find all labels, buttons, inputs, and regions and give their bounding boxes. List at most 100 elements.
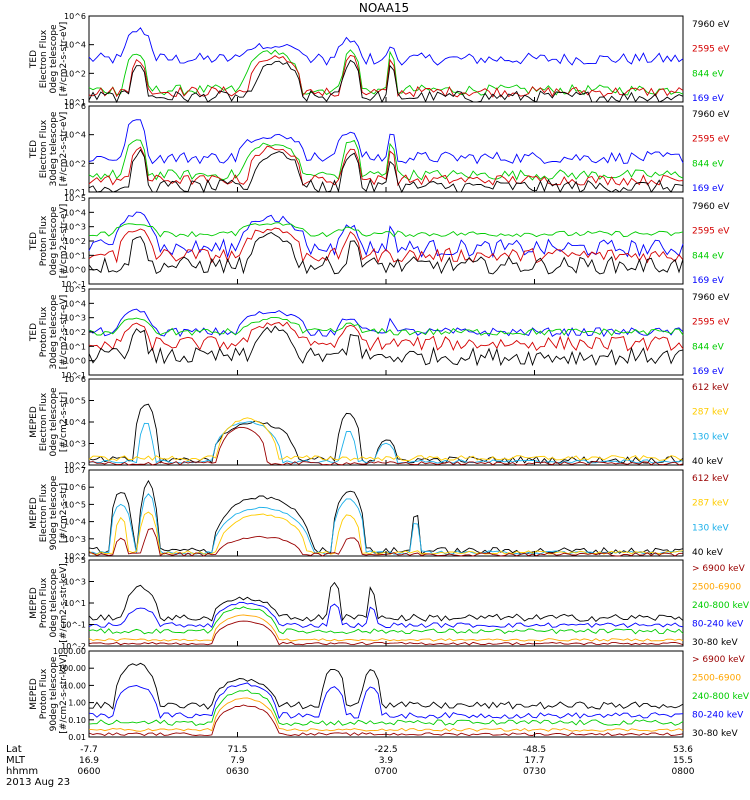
y-tick-label: 10.00 [63,681,86,690]
y-tick-label: 10^1 [64,98,86,107]
series-line-4 [88,148,684,194]
series-line-1 [88,662,684,710]
y-tick-label: 10^4 [64,299,86,308]
x-mlt-label: 17.7 [524,756,544,766]
y-axis-label: TED Proton Flux 30deg telescope [#/cm2-s-st… [29,294,69,369]
legend-entry: > 6900 keV [692,564,746,574]
x-lat-label: 71.5 [227,745,247,755]
legend-entry: 844 eV [692,159,725,169]
panel-frame [88,378,684,466]
x-mlt-label: 3.9 [379,756,394,766]
y-tick-label: 10^5 [64,285,86,294]
series-line-1 [88,403,684,465]
legend-entry: 40 keV [692,548,724,558]
series-line-3 [88,321,684,352]
y-axis-label: MEPED Electron Flux 90deg telescope [#/cm2-… [29,475,69,550]
y-tick-label: 10^5 [64,194,86,203]
y-axis-label: MEPED Proton Flux 0deg telescope [#/cm2-s-s… [29,563,69,642]
y-axis-label-line: 0deg telescope [49,568,59,638]
y-tick-label: 10^6 [64,12,86,21]
x-mlt-label: 16.9 [79,756,99,766]
series-line-3 [88,227,684,264]
legend-entry: 169 eV [692,367,725,377]
legend-entry: 7960 eV [692,202,730,212]
legend-entry: 30-80 keV [692,638,738,648]
legend-entry: 240-800 keV [692,692,750,702]
y-axis-label-line: Electron Flux [39,29,49,88]
legend-entry: 130 keV [692,432,729,442]
y-axis-label-line: [#/cm2-s-str-eV] [59,112,69,187]
y-tick-label: 0.01 [68,733,86,742]
y-tick-label: 10^1 [64,251,86,260]
y-axis-label-line: Proton Flux [39,215,49,266]
y-tick-label: 10^6 [64,102,86,111]
y-tick-label: 10^1 [64,599,86,608]
legend-entry: 2595 eV [692,45,730,55]
series-line-3 [88,54,684,98]
y-tick-label: 10^0 [64,357,86,366]
y-tick-label: 10^2 [64,159,86,168]
y-tick-label: 10^3 [64,314,86,323]
series-line-2 [88,421,684,464]
series-line-1 [88,211,684,259]
y-tick-label: 10^4 [64,418,86,427]
y-tick-label: 10^4 [64,41,86,50]
series-line-3 [88,606,684,635]
legend-entry: 169 eV [692,184,725,194]
legend-entry: 80-240 keV [692,620,744,630]
series-line-2 [88,601,684,629]
y-axis-label-line: [#/cm2-s-str-eV] [59,204,69,279]
y-tick-label: 10^7 [64,466,86,475]
legend-entry: 2595 eV [692,135,730,145]
series-line-1 [88,119,684,165]
row-label-hhmm: hhmm [6,766,38,777]
legend-entry: 80-240 keV [692,711,744,721]
series-line-4 [88,325,684,367]
y-tick-label: 1000.00 [53,647,86,656]
y-axis-label-line: [#/cm2-s-str-keV] [59,563,69,642]
legend-entry: 130 keV [692,523,729,533]
y-axis-label-line: 0deg telescope [49,24,59,94]
legend-entry: 7960 eV [692,293,730,303]
x-hhmm-label: 0630 [226,767,249,777]
y-tick-label: 10^2 [64,69,86,78]
y-tick-label: 10^3 [64,535,86,544]
row-label-lat: Lat [6,744,22,755]
x-mlt-label: 7.9 [230,756,245,766]
legend-entry: 844 eV [692,342,725,352]
y-tick-label: 10^2 [64,552,86,561]
y-axis-label-line: Proton Flux [39,306,49,357]
y-tick-label: 10^-1 [61,621,86,630]
series-line-3 [88,145,684,187]
legend-entry: 40 keV [692,457,724,467]
series-line-2 [88,682,684,720]
y-axis-label-line: 30deg telescope [49,111,59,186]
series-line-4 [88,59,684,104]
y-axis-label-line: 90deg telescope [49,475,59,550]
legend-entry: 287 keV [692,408,729,418]
y-axis-label-line: TED [29,232,39,251]
series-line-4 [88,231,684,275]
y-axis-label-line: 0deg telescope [49,387,59,457]
panel-frame [88,469,684,557]
y-axis-label-line: Electron Flux [39,119,49,178]
y-tick-label: 1.00 [68,699,86,708]
y-tick-label: 10^4 [64,518,86,527]
legend-entry: 30-80 keV [692,729,738,739]
series-line-2 [88,222,684,238]
series-line-2 [88,139,684,181]
legend-entry: 7960 eV [692,20,730,30]
x-hhmm-label: 0600 [78,767,101,777]
y-tick-label: 10^5 [64,500,86,509]
y-tick-label: 10^3 [64,223,86,232]
y-axis-label-line: 90deg telescope [49,656,59,731]
x-mlt-label: 15.5 [673,756,693,766]
legend-entry: 169 eV [692,276,725,286]
